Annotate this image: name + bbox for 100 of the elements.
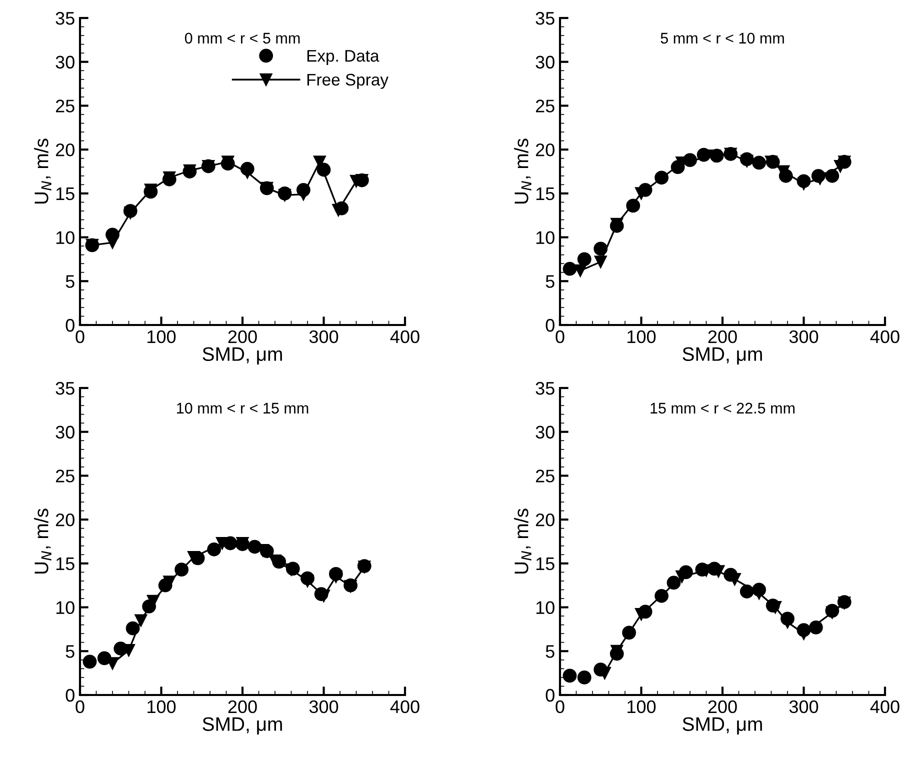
point	[808, 620, 823, 634]
point	[134, 614, 148, 627]
x-axis-title: SMD, μm	[202, 717, 282, 735]
y-axis-title: U$_{N}$, m/s	[34, 138, 52, 204]
y-tick-label: 20	[536, 144, 554, 156]
point	[190, 551, 205, 566]
x-tick-label: 300	[789, 700, 818, 714]
point	[622, 626, 636, 640]
point	[778, 168, 793, 183]
y-tick-label: 30	[56, 56, 74, 69]
y-tick-label: 20	[56, 144, 74, 156]
x-tick-label: 100	[148, 700, 176, 714]
point	[328, 567, 343, 581]
y-tick-label: 30	[536, 56, 554, 69]
x-tick-label: 200	[228, 700, 257, 714]
y-tick-label: 35	[536, 382, 554, 395]
y-tick-label: 15	[536, 188, 554, 200]
point	[780, 612, 794, 626]
point	[638, 182, 652, 197]
y-tick-label: 20	[56, 514, 74, 526]
point	[174, 562, 189, 577]
point	[562, 668, 577, 683]
x-axis-title: SMD, μm	[682, 717, 762, 735]
y-tick-label: 25	[56, 470, 74, 482]
point	[766, 598, 780, 612]
y-tick-label: 10	[56, 231, 74, 244]
point	[300, 571, 314, 586]
y-tick-label: 10	[536, 601, 554, 614]
x-tick-label: 300	[309, 330, 338, 344]
y-tick-label: 0	[546, 318, 554, 332]
point	[683, 153, 697, 168]
x-tick-label: 0	[76, 700, 84, 714]
text: 15 mm < r < 22.5 mm	[650, 402, 795, 414]
point	[670, 160, 685, 174]
point	[577, 670, 592, 684]
x-tick-label: 100	[148, 330, 176, 344]
text: 10 mm < r < 15 mm	[177, 402, 308, 414]
y-tick-label: 0	[66, 688, 74, 702]
x-tick-label: 100	[628, 330, 656, 344]
point	[724, 568, 738, 582]
point	[114, 642, 128, 656]
legend-label: Free Spray	[307, 74, 388, 89]
point	[740, 152, 754, 166]
point	[562, 262, 577, 276]
y-tick-label: 35	[536, 12, 554, 25]
y-tick-label: 5	[546, 645, 554, 658]
x-axis-title: SMD, μm	[202, 347, 282, 365]
y-axis-title: U$_{N}$, m/s	[514, 508, 532, 574]
y-tick-label: 5	[546, 275, 554, 288]
point	[796, 623, 811, 638]
point	[594, 256, 607, 268]
point	[248, 540, 262, 554]
y-tick-label: 15	[56, 558, 74, 570]
point	[594, 662, 608, 677]
point	[678, 565, 693, 580]
point	[82, 654, 97, 669]
y-tick-label: 0	[66, 318, 74, 332]
x-tick-label: 400	[870, 700, 900, 714]
x-tick-label: 300	[309, 700, 338, 714]
point	[710, 148, 724, 163]
y-tick-label: 35	[56, 12, 74, 25]
y-axis-title: U$_{N}$, m/s	[514, 138, 532, 204]
text: 5 mm < r < 10 mm	[660, 32, 784, 44]
point	[654, 588, 669, 603]
point	[334, 201, 349, 216]
point	[740, 584, 754, 598]
point	[314, 587, 328, 602]
y-tick-label: 25	[536, 470, 554, 482]
point	[594, 242, 608, 256]
point	[695, 562, 710, 577]
y-tick-label: 30	[536, 426, 554, 439]
point	[707, 562, 722, 576]
y-tick-label: 35	[56, 382, 74, 395]
y-tick-label: 5	[66, 275, 74, 288]
y-tick-label: 0	[546, 688, 554, 702]
point	[207, 542, 222, 556]
x-tick-label: 400	[390, 330, 420, 344]
x-tick-label: 400	[870, 330, 900, 344]
point	[638, 604, 652, 619]
point	[577, 252, 592, 266]
x-tick-label: 300	[789, 330, 818, 344]
point	[223, 536, 238, 550]
point	[278, 186, 292, 200]
x-tick-label: 0	[76, 330, 84, 344]
point	[696, 148, 711, 162]
y-tick-label: 10	[536, 231, 554, 244]
y-tick-label: 25	[56, 100, 74, 112]
x-tick-label: 0	[556, 330, 564, 344]
point	[825, 168, 840, 183]
point	[142, 599, 156, 614]
point	[825, 604, 840, 618]
y-tick-label: 30	[56, 426, 74, 439]
y-tick-label: 25	[536, 100, 554, 112]
x-tick-label: 200	[708, 330, 737, 344]
point	[260, 544, 274, 558]
point	[240, 162, 254, 176]
point	[158, 578, 172, 592]
point	[811, 168, 826, 183]
point	[666, 576, 681, 590]
x-tick-label: 200	[708, 700, 737, 714]
